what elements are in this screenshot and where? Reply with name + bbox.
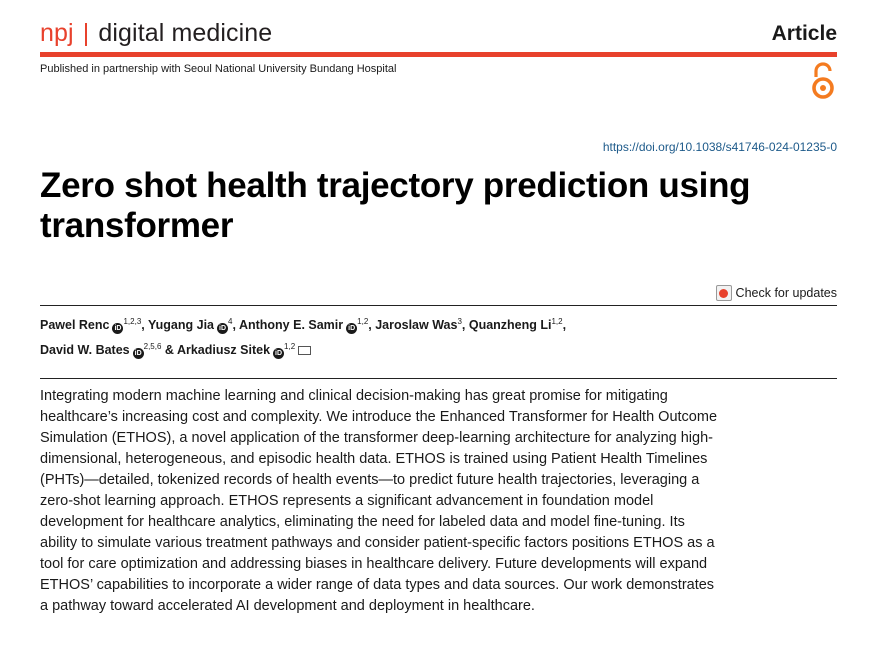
orcid-icon[interactable]: iD (132, 348, 144, 359)
author[interactable]: Yugang Jia iD4 (148, 317, 233, 334)
article-title: Zero shot health trajectory prediction u… (40, 166, 751, 245)
journal-name: npj | digital medicine (40, 18, 272, 48)
check-updates-icon (715, 285, 732, 301)
open-access-icon (812, 62, 834, 99)
journal-separator: | (82, 19, 90, 47)
check-for-updates-button[interactable]: Check for updates (715, 285, 837, 301)
partnership-line: Published in partnership with Seoul Nati… (40, 63, 397, 75)
author[interactable]: Pawel Renc iD1,2,3 (40, 317, 142, 334)
author[interactable]: Anthony E. Samir iD1,2 (238, 317, 369, 334)
author[interactable]: Jaroslaw Was3 (375, 317, 462, 332)
journal-prefix: npj (40, 19, 74, 47)
author[interactable]: David W. Bates iD2,5,6 (40, 342, 162, 359)
orcid-icon[interactable]: iD (273, 348, 285, 359)
author-list: Pawel Renc iD1,2,3, Yugang Jia iD4, Anthon… (40, 317, 567, 359)
doi-link[interactable]: https://doi.org/10.1038/s41746-024-01235… (602, 140, 837, 154)
orcid-icon[interactable]: iD (112, 323, 124, 334)
header-rule (40, 52, 837, 57)
orcid-icon[interactable]: iD (217, 323, 229, 334)
email-icon[interactable] (298, 346, 312, 355)
author[interactable]: Quanzheng Li1,2 (468, 317, 563, 332)
abstract: Integrating modern machine learning and … (40, 388, 718, 614)
abstract-top-rule (40, 378, 837, 379)
authors-top-rule (40, 305, 837, 306)
article-type: Article (771, 22, 837, 45)
journal-title: digital medicine (98, 19, 273, 47)
check-updates-label: Check for updates (735, 286, 837, 300)
orcid-icon[interactable]: iD (346, 323, 358, 334)
author[interactable]: Arkadiusz Sitek iD1,2 (176, 342, 296, 359)
